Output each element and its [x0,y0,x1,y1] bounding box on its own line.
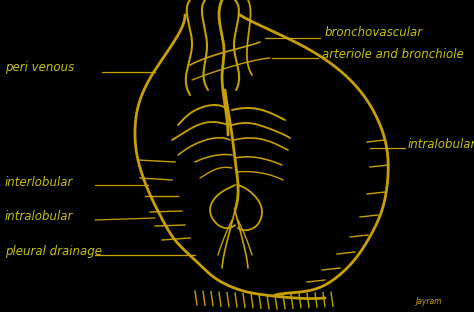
Text: arteriole and bronchiole: arteriole and bronchiole [322,48,464,61]
Text: intralobular: intralobular [408,139,474,152]
Text: Jayram: Jayram [415,298,441,306]
Text: intralobular: intralobular [5,211,73,223]
Text: interlobular: interlobular [5,175,73,188]
Text: pleural drainage: pleural drainage [5,246,102,259]
Text: bronchovascular: bronchovascular [325,27,423,40]
Text: peri venous: peri venous [5,61,74,75]
